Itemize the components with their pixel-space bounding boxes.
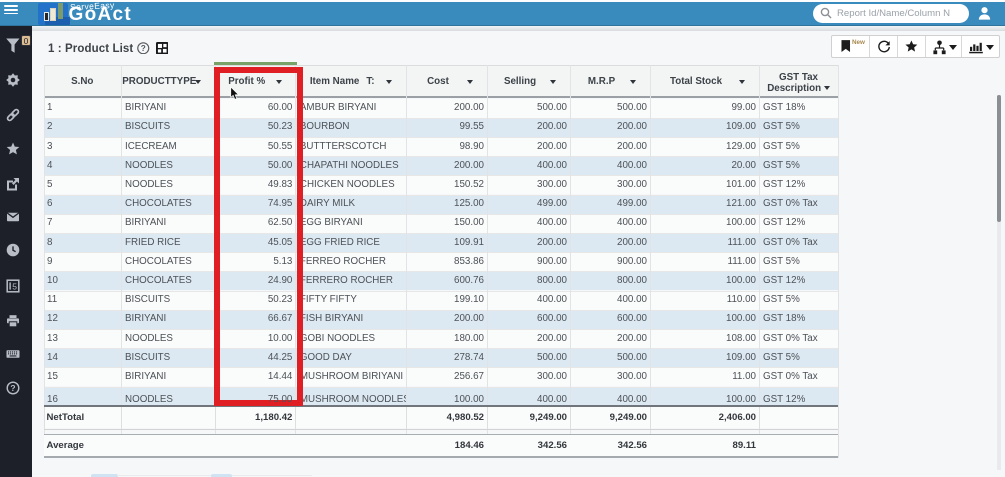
svg-text:?: ? xyxy=(141,44,146,53)
svg-text:5: 5 xyxy=(12,281,17,291)
svg-text:?: ? xyxy=(10,383,15,393)
